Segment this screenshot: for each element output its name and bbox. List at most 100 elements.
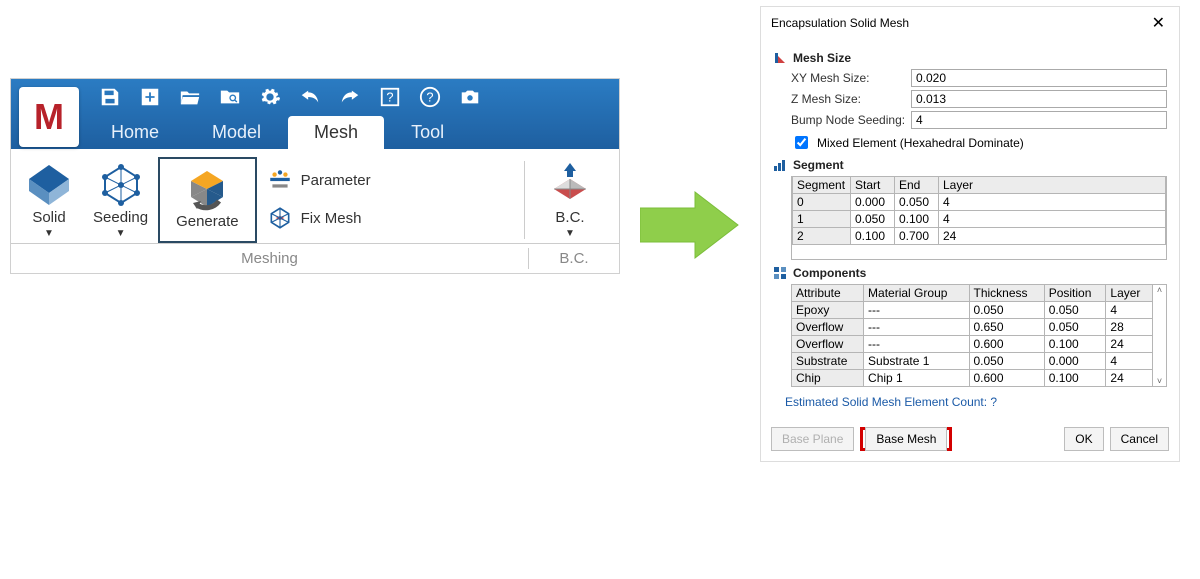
scroll-down-icon[interactable]: ˅ <box>1153 376 1166 386</box>
col-layer2: Layer <box>1106 285 1153 302</box>
app-logo[interactable]: M <box>19 87 79 147</box>
dropdown-icon: ▼ <box>565 228 575 239</box>
section-mesh-size-label: Mesh Size <box>793 51 851 65</box>
seeding-button[interactable]: Seeding ▼ <box>83 157 158 243</box>
group-meshing-label: Meshing <box>11 244 528 273</box>
parameter-icon <box>267 167 293 193</box>
components-table[interactable]: Attribute Material Group Thickness Posit… <box>791 284 1153 387</box>
generate-highlight: Generate <box>158 157 257 243</box>
dropdown-icon: ▼ <box>44 228 54 239</box>
table-row[interactable]: Epoxy---0.0500.0504 <box>792 302 1153 319</box>
table-row[interactable]: Overflow---0.6500.05028 <box>792 319 1153 336</box>
col-end: End <box>895 177 939 194</box>
mesh-size-icon <box>773 51 787 65</box>
camera-icon[interactable] <box>459 86 481 113</box>
generate-icon <box>183 165 231 213</box>
search-folder-icon[interactable] <box>219 86 241 113</box>
table-row[interactable]: Overflow---0.6000.10024 <box>792 336 1153 353</box>
svg-text:?: ? <box>426 89 433 104</box>
generate-button[interactable]: Generate <box>166 161 249 234</box>
open-icon[interactable] <box>179 86 201 113</box>
new-icon[interactable] <box>139 86 161 113</box>
ribbon-groups-footer: Meshing B.C. <box>11 243 619 273</box>
table-row[interactable]: ChipChip 10.6000.10024 <box>792 370 1153 387</box>
tab-home[interactable]: Home <box>85 116 185 149</box>
help-icon[interactable]: ? <box>419 86 441 113</box>
z-mesh-input[interactable] <box>911 90 1167 108</box>
ribbon-header: M ? ? Home Model Mesh <box>11 79 619 149</box>
bump-label: Bump Node Seeding: <box>791 113 911 127</box>
undo-icon[interactable] <box>299 86 321 113</box>
tab-mesh[interactable]: Mesh <box>288 116 384 149</box>
seeding-label: Seeding <box>93 209 148 226</box>
gear-icon[interactable] <box>259 86 281 113</box>
baseplane-button[interactable]: Base Plane <box>771 427 854 451</box>
close-icon[interactable]: ✕ <box>1148 13 1169 33</box>
basemesh-highlight: Base Mesh <box>860 427 952 451</box>
group-bc-label: B.C. <box>529 244 619 273</box>
scrollbar[interactable]: ˄ ˅ <box>1153 284 1167 387</box>
ok-button[interactable]: OK <box>1064 427 1103 451</box>
xy-mesh-label: XY Mesh Size: <box>791 71 911 85</box>
col-layer: Layer <box>939 177 1166 194</box>
section-segment: Segment <box>773 158 1167 172</box>
dialog-button-row: Base Plane Base Mesh OK Cancel <box>761 421 1179 461</box>
encapsulation-dialog: Encapsulation Solid Mesh ✕ Mesh Size XY … <box>760 6 1180 462</box>
table-row[interactable]: SubstrateSubstrate 10.0500.0004 <box>792 353 1153 370</box>
bump-input[interactable] <box>911 111 1167 129</box>
fixmesh-icon <box>267 205 293 231</box>
table-row[interactable]: 00.0000.0504 <box>793 194 1166 211</box>
tab-model[interactable]: Model <box>186 116 287 149</box>
segment-table-wrap: Segment Start End Layer 00.0000.0504 10.… <box>791 176 1167 260</box>
table-header-row: Segment Start End Layer <box>793 177 1166 194</box>
scroll-up-icon[interactable]: ˄ <box>1153 285 1166 295</box>
table-header-row: Attribute Material Group Thickness Posit… <box>792 285 1153 302</box>
quick-access-toolbar: ? ? <box>85 79 619 115</box>
solid-label: Solid <box>32 209 65 226</box>
table-row[interactable]: 20.1000.70024 <box>793 228 1166 245</box>
col-segment: Segment <box>793 177 851 194</box>
xy-mesh-input[interactable] <box>911 69 1167 87</box>
redo-icon[interactable] <box>339 86 361 113</box>
cancel-button[interactable]: Cancel <box>1110 427 1169 451</box>
fixmesh-button[interactable]: Fix Mesh <box>257 199 381 237</box>
help-box-icon[interactable]: ? <box>379 86 401 113</box>
col-thickness: Thickness <box>969 285 1044 302</box>
col-material: Material Group <box>864 285 969 302</box>
flow-arrow-icon <box>640 190 740 265</box>
section-segment-label: Segment <box>793 158 844 172</box>
seeding-icon <box>97 161 145 209</box>
ribbon-panel: M ? ? Home Model Mesh <box>10 78 620 274</box>
fixmesh-label: Fix Mesh <box>301 210 362 227</box>
app-logo-letter: M <box>34 96 64 138</box>
mixed-element-checkbox[interactable] <box>795 136 808 149</box>
bc-icon <box>546 161 594 209</box>
generate-label: Generate <box>176 213 239 230</box>
dialog-title: Encapsulation Solid Mesh <box>771 16 909 30</box>
section-components: Components <box>773 266 1167 280</box>
bc-button[interactable]: B.C. ▼ <box>536 157 604 243</box>
estimated-count-link[interactable]: Estimated Solid Mesh Element Count: ? <box>785 395 1167 409</box>
components-icon <box>773 266 787 280</box>
tab-tool[interactable]: Tool <box>385 116 470 149</box>
parameter-button[interactable]: Parameter <box>257 161 381 199</box>
section-mesh-size: Mesh Size <box>773 51 1167 65</box>
table-row[interactable]: 10.0500.1004 <box>793 211 1166 228</box>
section-components-label: Components <box>793 266 866 280</box>
segment-table[interactable]: Segment Start End Layer 00.0000.0504 10.… <box>792 177 1166 245</box>
ribbon-body: Solid ▼ Seeding ▼ <box>11 149 619 243</box>
dialog-titlebar: Encapsulation Solid Mesh ✕ <box>761 7 1179 39</box>
svg-text:?: ? <box>386 89 393 104</box>
bc-label: B.C. <box>555 209 584 226</box>
mixed-element-label: Mixed Element (Hexahedral Dominate) <box>817 136 1024 150</box>
segment-icon <box>773 158 787 172</box>
col-attribute: Attribute <box>792 285 864 302</box>
solid-icon <box>25 161 73 209</box>
col-start: Start <box>851 177 895 194</box>
col-position: Position <box>1044 285 1106 302</box>
basemesh-button[interactable]: Base Mesh <box>865 427 947 451</box>
save-icon[interactable] <box>99 86 121 113</box>
solid-button[interactable]: Solid ▼ <box>15 157 83 243</box>
parameter-label: Parameter <box>301 172 371 189</box>
ribbon-tabs: Home Model Mesh Tool <box>85 115 619 149</box>
